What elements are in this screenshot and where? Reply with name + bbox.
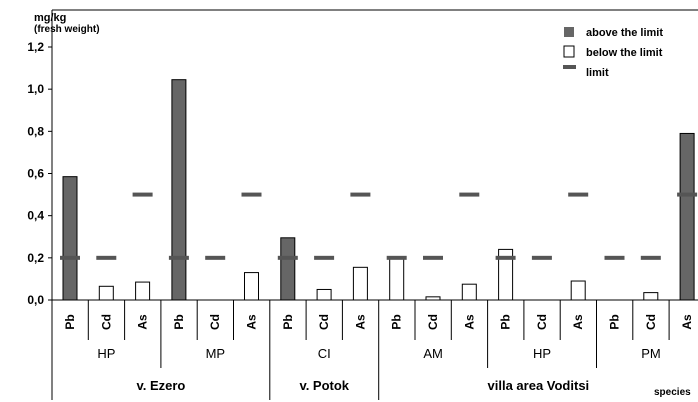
limit-marker [531,255,552,260]
legend: above the limit below the limit limit [563,27,663,79]
y-tick-label: 1,2 [27,40,44,54]
x-tick-label: Pb [63,314,77,329]
x-tick-label: Pb [390,314,404,329]
legend-below-label: below the limit [586,47,663,59]
y-tick-label: 0,4 [27,209,44,223]
limit-marker [314,255,335,260]
group-label: HP [97,346,115,361]
x-tick-label: Cd [317,314,331,330]
bars [62,79,695,301]
limit-marker [640,255,661,260]
limit-marker [677,192,698,197]
legend-below-swatch [563,45,575,58]
x-tick-label: As [571,314,585,330]
legend-above-label: above the limit [586,27,663,39]
location-labels: v. Ezero v. Potok villa area Voditsi [51,368,590,400]
bar [389,257,405,301]
legend-above-swatch [564,27,574,37]
y-tick-label: 0,8 [27,124,44,138]
x-tick-label: Cd [644,314,658,330]
limit-marker [60,255,80,260]
x-tick-label: Pb [499,314,513,329]
limit-marker [568,192,589,197]
location-label: v. Potok [299,378,349,393]
legend-limit-swatch [563,65,576,69]
limit-marker [96,255,117,260]
limit-marker [423,255,443,260]
limit-marker [205,255,226,260]
bar [135,281,151,301]
y-tick-label: 0,0 [27,293,44,307]
group-label: PM [641,346,661,361]
y-tick-label: 1,0 [27,82,44,96]
bar [643,292,659,301]
x-axis-title: species [654,387,691,398]
limit-markers [60,192,698,260]
bar [498,248,514,301]
y-unit-label: mg/kg [34,12,66,24]
x-tick-label: Pb [281,314,295,329]
x-tick-label: Cd [99,314,113,330]
bar [461,283,477,301]
location-label: villa area Voditsi [488,378,590,393]
bar [171,79,187,301]
group-label: MP [206,346,226,361]
group-label: HP [533,346,551,361]
x-tick-label: As [136,314,150,330]
y-tick-label: 0,2 [27,251,44,265]
bar [425,296,441,301]
bar [280,237,296,301]
y-axis: 0,0 0,2 0,4 0,6 0,8 1,0 1,2 [27,40,52,307]
group-label: AM [423,346,443,361]
x-tick-label: Cd [535,314,549,330]
limit-marker [459,192,480,197]
x-tick-label: Pb [172,314,186,329]
group-label: CI [318,346,331,361]
x-tick-label: As [245,314,259,330]
limit-marker [350,192,371,197]
x-tick-label: Cd [426,314,440,330]
x-tick-label: As [462,314,476,330]
x-tick-label: As [680,314,694,330]
limit-marker [604,255,625,260]
bar [244,272,259,301]
bar [316,288,332,301]
bar [352,266,368,301]
bar [570,280,586,301]
limit-marker [386,255,407,260]
x-tick-label: Pb [608,314,622,329]
location-label: v. Ezero [136,378,185,393]
legend-limit-label: limit [586,67,609,79]
bar [98,285,114,301]
x-tick-label: As [353,314,367,330]
limit-marker [168,255,189,260]
bar [62,176,78,301]
group-labels: HP MP CI AM HP PM [51,340,661,368]
x-axis: Pb Cd As Pb Cd As Pb Cd As Pb Cd As Pb Cd As Pb Cd As [51,300,694,340]
bar [679,132,695,301]
y-tick-label: 0,6 [27,167,44,181]
y-unit-sublabel: (fresh weight) [34,24,100,35]
limit-marker [495,255,516,260]
limit-marker [241,192,262,197]
x-tick-label: Cd [208,314,222,330]
limit-marker [132,192,153,197]
limit-marker [277,255,298,260]
